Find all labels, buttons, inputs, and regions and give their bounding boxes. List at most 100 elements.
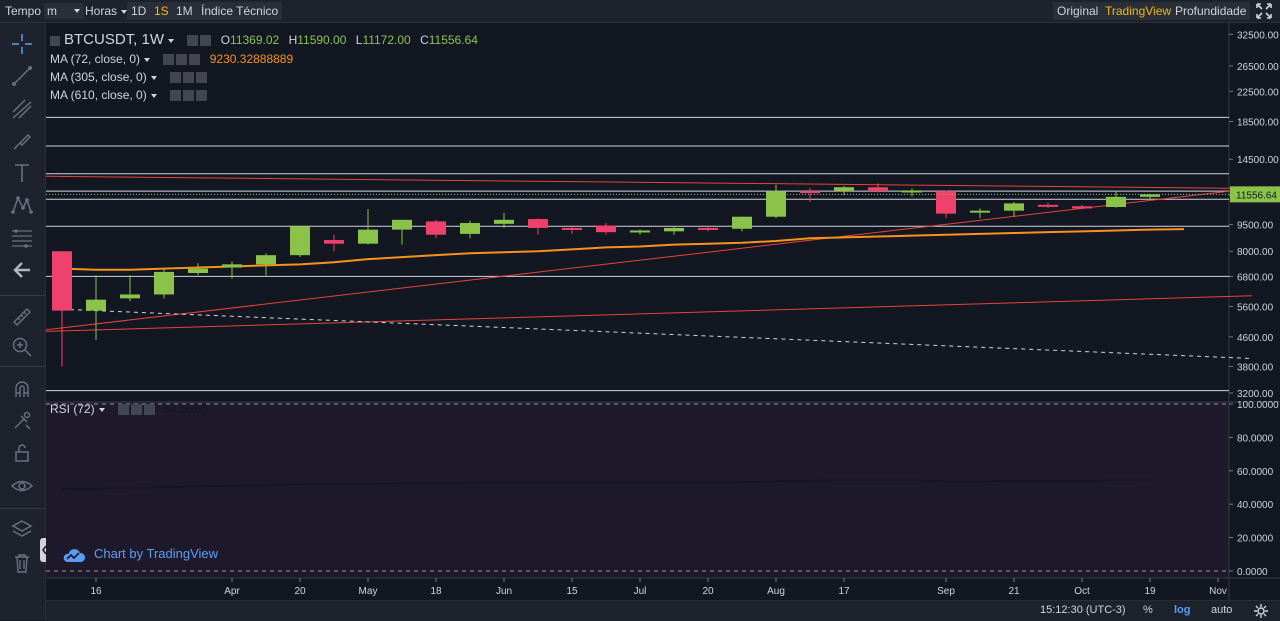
rsi-tick-label: 100.0000: [1237, 400, 1279, 411]
candle-up: [902, 190, 922, 193]
back-arrow-icon[interactable]: [10, 258, 34, 282]
candle-down: [562, 227, 582, 230]
layers-icon[interactable]: [10, 517, 34, 541]
interval-1s[interactable]: 1S: [150, 2, 173, 20]
settings-icon[interactable]: [183, 90, 195, 102]
log-toggle[interactable]: log: [1174, 604, 1191, 616]
rsi-label[interactable]: RSI (72): [50, 402, 95, 416]
view-depth[interactable]: Profundidade: [1171, 2, 1251, 20]
time-tick-label: 19: [1144, 586, 1156, 597]
eye-icon[interactable]: [118, 404, 130, 416]
candle-up: [630, 230, 650, 233]
eye-icon[interactable]: [10, 474, 34, 498]
candle-down: [1072, 206, 1092, 209]
brush-icon[interactable]: [10, 129, 34, 153]
view-original[interactable]: Original: [1053, 2, 1103, 20]
symbol-title[interactable]: BTCUSDT, 1W: [64, 31, 165, 48]
time-tick-label: Sep: [937, 586, 955, 597]
chevron-down-icon[interactable]: [98, 407, 105, 412]
ma1-value: 9230.32888889: [209, 52, 294, 66]
candle-down: [1038, 204, 1058, 207]
ma1-label[interactable]: MA (72, close, 0): [50, 52, 141, 66]
price-tick-label: 4600.00: [1237, 333, 1274, 344]
settings-icon[interactable]: [187, 35, 199, 47]
time-tick-label: 21: [1008, 586, 1020, 597]
view-tradingview[interactable]: TradingView: [1101, 2, 1176, 20]
candle-up: [1004, 203, 1024, 211]
settings-icon[interactable]: [200, 35, 212, 47]
interval-1m[interactable]: 1M: [172, 2, 197, 20]
fullscreen-icon[interactable]: [1256, 3, 1272, 19]
time-tick-label: 16: [90, 586, 102, 597]
trend-line-icon[interactable]: [10, 64, 34, 88]
time-tick-label: 17: [838, 586, 850, 597]
rsi-tick-label: 40.0000: [1237, 500, 1274, 511]
tradingview-watermark[interactable]: Chart by TradingView: [62, 544, 218, 564]
time-tick-label: Jun: [496, 586, 512, 597]
eye-icon[interactable]: [170, 72, 182, 84]
chevron-down-icon[interactable]: [150, 93, 157, 98]
candle-down: [52, 251, 72, 311]
pattern-icon[interactable]: [10, 193, 34, 217]
time-tick-label: Nov: [1209, 586, 1227, 597]
candle-up: [834, 187, 854, 192]
price-chart[interactable]: 32500.00 26500.00 22500.00 18500.00 14500.00…: [46, 23, 1280, 600]
text-icon[interactable]: [10, 161, 34, 185]
candle-up: [970, 210, 990, 213]
tempo-label: Tempo: [5, 4, 42, 18]
trend-line-resistance: [46, 175, 1253, 190]
ma3-label[interactable]: MA (610, close, 0): [50, 88, 147, 102]
candle-up: [86, 299, 106, 311]
interval-1d[interactable]: 1D: [127, 2, 151, 20]
high-value: 11590.00: [297, 33, 347, 47]
settings-icon[interactable]: [131, 404, 143, 416]
hours-select[interactable]: Horas: [82, 3, 130, 19]
minute-select[interactable]: m: [44, 3, 84, 19]
pitchfork-icon[interactable]: [10, 97, 34, 121]
fibonacci-icon[interactable]: [10, 226, 34, 250]
eye-icon[interactable]: [163, 54, 175, 66]
collapse-legend-icon[interactable]: [50, 35, 60, 46]
rsi-tick-label: 80.0000: [1237, 433, 1274, 444]
indicators-button[interactable]: Índice Técnico: [197, 2, 283, 20]
close-icon[interactable]: [189, 54, 201, 66]
close-icon[interactable]: [144, 404, 156, 416]
trash-icon[interactable]: [10, 551, 34, 575]
candle-up: [358, 229, 378, 244]
ruler-icon[interactable]: [10, 305, 34, 329]
close-icon[interactable]: [196, 72, 208, 84]
settings-icon[interactable]: [176, 54, 188, 66]
settings-icon[interactable]: [183, 72, 195, 84]
clock-readout[interactable]: 15:12:30 (UTC-3): [1040, 604, 1126, 616]
lock-drawing-icon[interactable]: [10, 409, 34, 433]
ma2-legend: MA (305, close, 0): [50, 69, 208, 85]
price-tick-label: 5600.00: [1237, 302, 1274, 313]
rsi-tick-label: 60.0000: [1237, 467, 1274, 478]
close-icon[interactable]: [196, 90, 208, 102]
magnet-icon[interactable]: [10, 377, 34, 401]
chevron-down-icon[interactable]: [168, 38, 175, 43]
candle-up: [290, 226, 310, 256]
percent-toggle[interactable]: %: [1143, 604, 1153, 616]
crosshair-icon[interactable]: [10, 32, 34, 56]
time-tick-label: 18: [430, 586, 442, 597]
toolbar-separator: [0, 295, 45, 296]
chevron-down-icon[interactable]: [150, 75, 157, 80]
time-tick-label: Oct: [1074, 586, 1090, 597]
price-tick-label: 26500.00: [1237, 62, 1279, 73]
rsi-tick-label: 0.0000: [1237, 567, 1268, 578]
settings-icon[interactable]: [1254, 604, 1268, 618]
candle-down: [596, 225, 616, 233]
lock-icon[interactable]: [10, 441, 34, 465]
candle-up: [766, 191, 786, 217]
auto-toggle[interactable]: auto: [1211, 604, 1233, 616]
time-tick-label: Apr: [224, 586, 240, 597]
ma2-label[interactable]: MA (305, close, 0): [50, 70, 147, 84]
eye-icon[interactable]: [170, 90, 182, 102]
last-price-label: 11556.64: [1236, 190, 1277, 201]
candle-up: [1140, 194, 1160, 197]
chevron-down-icon[interactable]: [144, 57, 151, 62]
ma3-legend: MA (610, close, 0): [50, 87, 208, 103]
zoom-in-icon[interactable]: [10, 335, 34, 359]
candle-up: [188, 268, 208, 274]
